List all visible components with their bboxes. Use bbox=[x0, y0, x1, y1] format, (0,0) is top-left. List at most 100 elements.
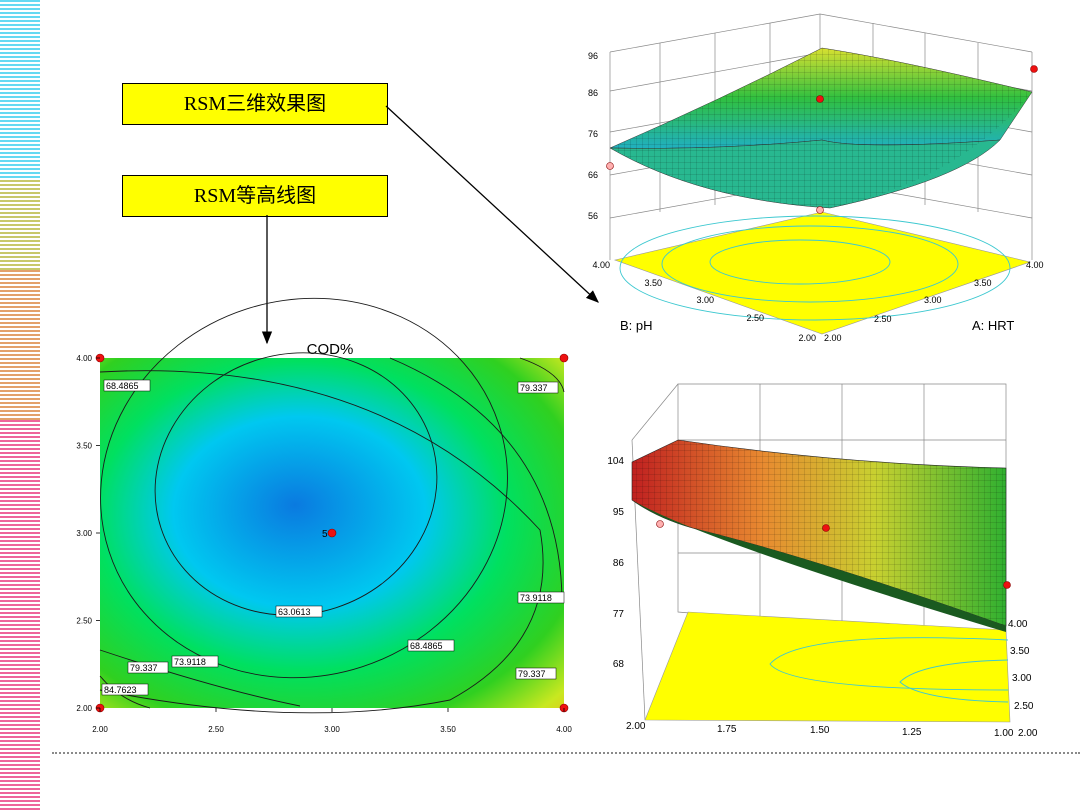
surface2-y-tick-label: 2.50 bbox=[1014, 701, 1034, 712]
deco-gap bbox=[40, 380, 46, 440]
deco-stripe bbox=[0, 572, 40, 574]
deco-stripe bbox=[0, 248, 40, 250]
deco-stripe bbox=[0, 52, 40, 54]
deco-stripe bbox=[0, 92, 40, 94]
surface2-z-tick-label: 77 bbox=[613, 609, 625, 620]
deco-stripe bbox=[0, 350, 40, 352]
deco-stripe bbox=[0, 228, 40, 230]
deco-stripe bbox=[0, 172, 40, 174]
contour-value-label-box bbox=[517, 381, 559, 394]
deco-stripe bbox=[0, 696, 40, 698]
contour-x-tick-label: 2.50 bbox=[208, 725, 224, 734]
deco-stripe bbox=[0, 24, 40, 26]
deco-stripe bbox=[0, 338, 40, 340]
surface-plot-callout: RSM三维效果图 bbox=[122, 83, 388, 125]
deco-stripe bbox=[0, 692, 40, 694]
deco-stripe bbox=[0, 20, 40, 22]
deco-stripe bbox=[0, 204, 40, 206]
deco-stripe bbox=[0, 772, 40, 774]
deco-stripe bbox=[0, 560, 40, 562]
deco-stripe bbox=[0, 282, 40, 284]
surface1-z-tick-label: 66 bbox=[588, 170, 598, 180]
deco-stripe bbox=[0, 164, 40, 166]
surface1-y-label: B: pH bbox=[620, 318, 653, 333]
deco-stripe bbox=[0, 410, 40, 412]
center-design-point bbox=[327, 528, 337, 538]
deco-gap bbox=[40, 650, 46, 710]
contour-y-tick-label: 2.00 bbox=[76, 704, 92, 713]
surface2-floor-contours bbox=[769, 637, 1009, 703]
surface2-y-tick-label: 3.50 bbox=[1010, 646, 1030, 657]
deco-stripe bbox=[0, 788, 40, 790]
deco-stripe bbox=[0, 496, 40, 498]
deco-stripe bbox=[0, 580, 40, 582]
deco-stripe bbox=[0, 576, 40, 578]
contour-value-label-box bbox=[407, 639, 455, 652]
contour-y-tick-label: 2.50 bbox=[76, 617, 92, 626]
deco-stripe bbox=[0, 448, 40, 450]
deco-stripe bbox=[0, 672, 40, 674]
deco-stripe bbox=[0, 732, 40, 734]
deco-stripe bbox=[0, 244, 40, 246]
surface1-z-tick-label: 96 bbox=[588, 51, 598, 61]
contour-line-4 bbox=[99, 357, 563, 707]
deco-stripe bbox=[0, 688, 40, 690]
contour-value-label: 79.337 bbox=[520, 383, 548, 393]
deco-stripe bbox=[0, 168, 40, 170]
contour-x-tick-label: 4.00 bbox=[556, 725, 572, 734]
deco-stripe bbox=[0, 232, 40, 234]
deco-stripe bbox=[0, 64, 40, 66]
deco-stripe bbox=[0, 600, 40, 602]
deco-stripe bbox=[0, 592, 40, 594]
deco-stripe bbox=[0, 176, 40, 178]
deco-stripe bbox=[0, 532, 40, 534]
deco-stripe bbox=[0, 768, 40, 770]
contour-x-tick-label: 3.50 bbox=[440, 725, 456, 734]
deco-stripe bbox=[0, 76, 40, 78]
contour-value-label: 68.4865 bbox=[410, 641, 443, 651]
deco-stripe bbox=[0, 808, 40, 810]
deco-stripe bbox=[0, 492, 40, 494]
deco-stripe bbox=[0, 116, 40, 118]
deco-stripe bbox=[0, 628, 40, 630]
surface1-x-tick-label: 2.00 bbox=[824, 333, 842, 343]
contour-plot: COD% 68.4865 79.33763.061373.911868.48657… bbox=[76, 297, 572, 734]
surface1-floor-contours bbox=[619, 215, 1011, 321]
deco-stripe bbox=[0, 520, 40, 522]
deco-stripe bbox=[0, 536, 40, 538]
deco-stripe bbox=[0, 528, 40, 530]
deco-stripe bbox=[0, 334, 40, 336]
deco-stripe bbox=[0, 780, 40, 782]
deco-stripe bbox=[0, 736, 40, 738]
deco-stripe bbox=[0, 472, 40, 474]
deco-stripe bbox=[0, 378, 40, 380]
deco-stripe bbox=[0, 720, 40, 722]
left-decorative-stripes bbox=[0, 0, 46, 810]
deco-stripe bbox=[0, 16, 40, 18]
contour-x-tick-label: 3.00 bbox=[324, 725, 340, 734]
deco-stripe bbox=[0, 386, 40, 388]
deco-stripe bbox=[0, 322, 40, 324]
deco-stripe bbox=[0, 136, 40, 138]
deco-stripe bbox=[0, 196, 40, 198]
deco-stripe bbox=[0, 180, 40, 182]
surface1-y-tick-label: 3.00 bbox=[696, 295, 714, 305]
deco-stripe bbox=[0, 216, 40, 218]
deco-stripe bbox=[0, 484, 40, 486]
deco-stripe bbox=[0, 84, 40, 86]
deco-gap bbox=[40, 560, 46, 620]
deco-stripe bbox=[0, 4, 40, 6]
deco-stripe bbox=[0, 504, 40, 506]
surface1-y-tick-label: 2.50 bbox=[746, 313, 764, 323]
deco-stripe bbox=[0, 552, 40, 554]
surface2-x-tick-label: 1.75 bbox=[717, 724, 737, 735]
surface1-design-point bbox=[816, 206, 824, 214]
deco-stripe bbox=[0, 366, 40, 368]
deco-stripe bbox=[0, 354, 40, 356]
deco-stripe bbox=[0, 712, 40, 714]
deco-stripe bbox=[0, 260, 40, 262]
deco-stripe bbox=[0, 48, 40, 50]
deco-gap bbox=[40, 20, 46, 80]
surface-plot-lower: 104 95 86 77 68 2.00 1.75 1.50 1.25 1.00 2.00 2.5… bbox=[607, 383, 1038, 739]
